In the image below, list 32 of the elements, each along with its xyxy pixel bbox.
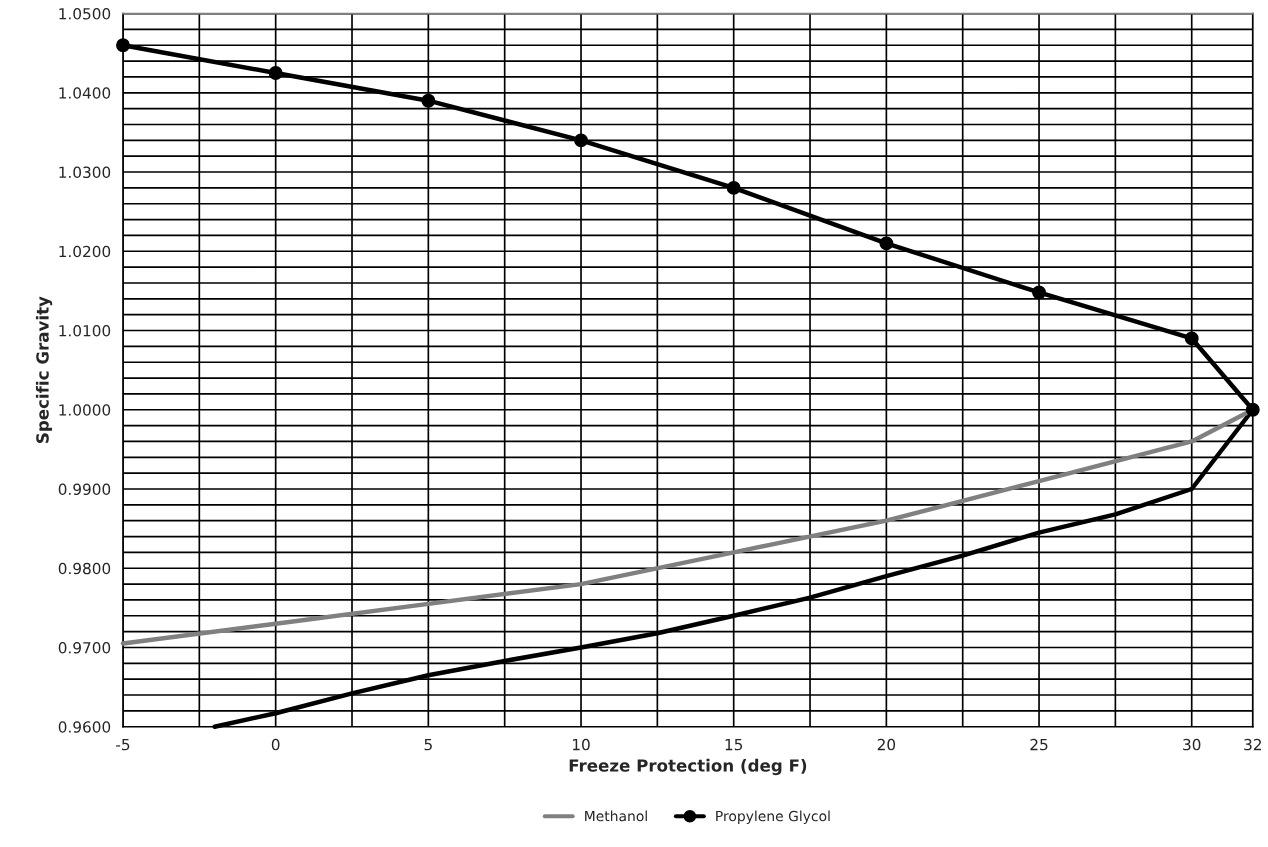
y-tick-label: 0.9600	[58, 721, 111, 733]
y-tick-label: 1.0200	[59, 245, 111, 258]
point	[726, 180, 741, 195]
point	[116, 38, 130, 53]
x-tick-label: 20	[877, 738, 896, 751]
point	[1032, 285, 1046, 300]
point	[421, 93, 436, 108]
legend-label: Propylene Glycol	[716, 810, 830, 824]
y-tick-label: 0.9700	[58, 641, 111, 654]
point	[1184, 331, 1199, 346]
y-tick-label: 1.0500	[59, 8, 111, 20]
legend-label: Methanol	[585, 810, 647, 822]
y-tick-label: 0.9800	[58, 562, 111, 575]
x-tick-label: -5	[116, 739, 130, 751]
x-tick-label: 30	[1183, 738, 1201, 751]
point	[879, 236, 894, 251]
point	[574, 133, 588, 148]
x-tick-label: 32	[1244, 738, 1261, 751]
x-tick-label: 25	[1030, 738, 1048, 751]
point	[1245, 402, 1260, 417]
y-tick-label: 1.0300	[59, 166, 111, 179]
y-tick-label: 1.0100	[59, 324, 111, 337]
x-tick-label: 0	[271, 738, 280, 751]
y-tick-label: 1.0000	[59, 404, 111, 416]
y-tick-label: 1.0400	[59, 87, 111, 99]
x-tick-label: 15	[725, 739, 743, 751]
x-tick-label: 5	[424, 739, 432, 751]
x-tick-label: 10	[572, 738, 590, 751]
point	[268, 66, 283, 80]
y-axis-title: Specific Gravity	[35, 296, 53, 443]
x-axis-title: Freeze Protection (deg F)	[569, 758, 807, 776]
y-tick-label: 0.9900	[58, 483, 111, 496]
